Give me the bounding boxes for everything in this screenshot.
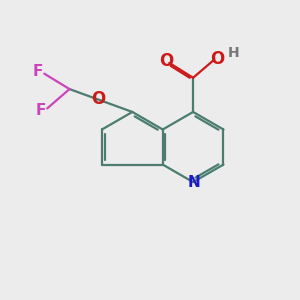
Text: N: N [188,175,201,190]
Text: O: O [210,50,224,68]
Text: F: F [33,64,44,79]
Text: F: F [36,103,46,118]
Text: H: H [227,46,239,59]
Text: O: O [159,52,173,70]
Text: O: O [92,90,106,108]
